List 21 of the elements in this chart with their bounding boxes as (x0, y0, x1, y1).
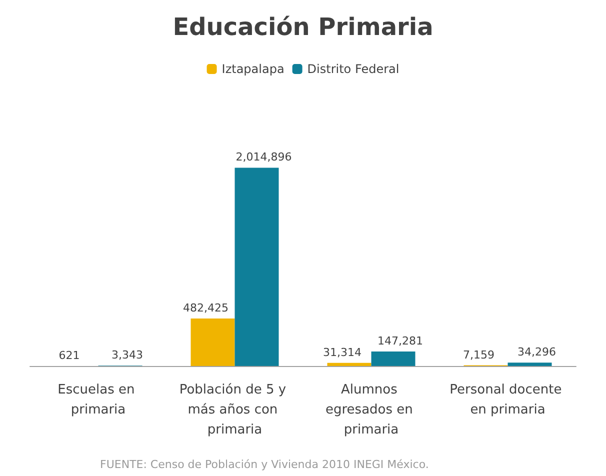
data-label: 34,296 (518, 346, 556, 359)
x-tick-label: Población de 5 y más años con primaria (179, 382, 290, 438)
bar (371, 352, 416, 366)
legend-label: Distrito Federal (307, 62, 400, 76)
bar (508, 362, 552, 366)
data-label: 2,014,896 (236, 150, 292, 164)
x-tick-label: Personal docente en primaria (450, 382, 566, 418)
source-note: FUENTE: Censo de Población y Vivienda 2010 INEGI México. (100, 458, 429, 471)
bar (234, 168, 279, 366)
bar (327, 362, 372, 366)
data-label: 3,343 (112, 348, 143, 362)
data-label: 621 (58, 348, 80, 362)
data-label: 147,281 (378, 334, 423, 348)
data-label: 482,425 (183, 302, 228, 315)
data-label: 7,159 (463, 348, 494, 362)
data-label: 31,314 (323, 346, 362, 359)
legend-label: Iztapalapa (222, 62, 284, 76)
bar (190, 318, 235, 366)
x-tick-label: Escuelas en primaria (58, 382, 139, 418)
chart-title: Educación Primaria (172, 13, 434, 41)
x-tick-label: Alumnos egresados en primaria (325, 382, 418, 438)
